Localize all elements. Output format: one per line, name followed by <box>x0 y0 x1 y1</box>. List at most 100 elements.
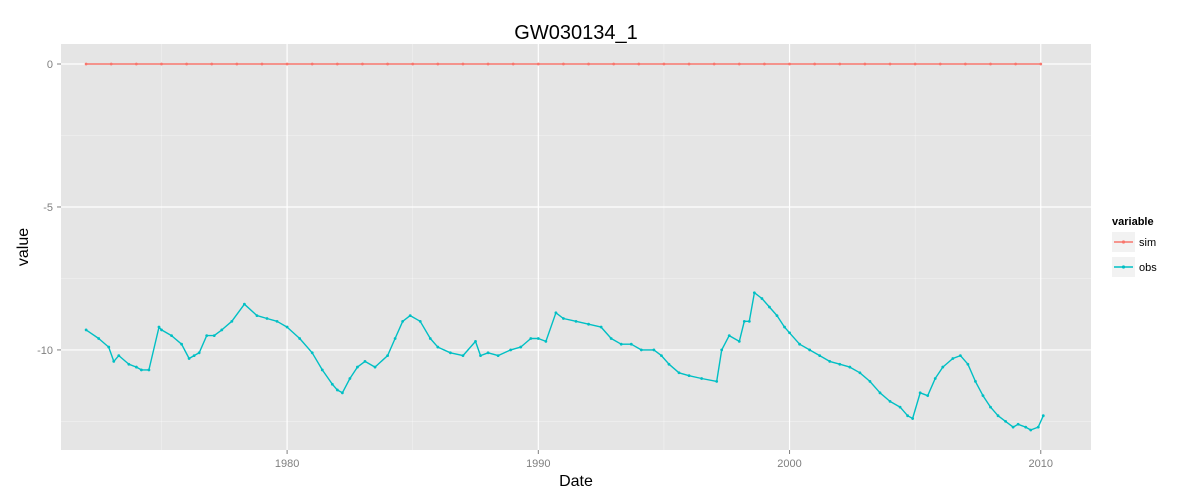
data-point-obs <box>147 368 151 372</box>
data-point-obs <box>84 328 88 332</box>
data-point-obs <box>619 342 623 346</box>
data-point-obs <box>160 328 163 332</box>
data-point-sim <box>662 62 666 66</box>
data-point-sim <box>335 62 339 66</box>
data-point-obs <box>715 379 719 383</box>
data-point-obs <box>97 337 101 340</box>
data-point-sim <box>612 62 616 66</box>
data-point-obs <box>562 317 565 320</box>
data-point-obs <box>677 371 681 375</box>
data-point-sim <box>863 62 867 66</box>
data-point-obs <box>255 314 259 318</box>
data-point-obs <box>373 365 377 369</box>
data-point-obs <box>599 325 603 329</box>
data-point-sim <box>436 62 440 66</box>
data-point-sim <box>587 62 590 66</box>
data-point-sim <box>637 62 641 66</box>
legend-label-obs: obs <box>1139 262 1157 274</box>
data-point-obs <box>401 319 405 323</box>
y-tick-label: 0 <box>47 59 53 71</box>
data-point-sim <box>386 62 389 66</box>
data-point-obs <box>330 382 334 386</box>
x-axis-title: Date <box>559 473 593 490</box>
data-point-obs <box>1024 425 1028 429</box>
data-point-obs <box>966 362 970 366</box>
data-point-obs <box>667 362 671 366</box>
series-layer <box>84 62 1045 432</box>
data-point-obs <box>1041 414 1045 418</box>
data-point-obs <box>220 328 224 332</box>
data-point-obs <box>828 359 832 363</box>
data-point-obs <box>205 334 209 338</box>
data-point-obs <box>180 342 183 346</box>
data-point-sim <box>210 62 214 66</box>
data-point-sim <box>185 62 189 66</box>
data-point-obs <box>496 354 500 358</box>
data-point-obs <box>1029 428 1033 432</box>
data-point-sim <box>160 62 163 66</box>
data-point-obs <box>775 314 779 318</box>
data-point-obs <box>428 337 432 340</box>
data-point-obs <box>898 405 902 409</box>
data-point-obs <box>768 305 771 309</box>
x-tick-label: 2010 <box>1029 458 1053 470</box>
data-point-obs <box>629 342 633 346</box>
data-point-obs <box>687 374 691 378</box>
data-point-obs <box>529 337 533 340</box>
legend: variable sim obs <box>1112 216 1157 277</box>
data-point-obs <box>436 345 440 349</box>
data-point-sim <box>788 62 791 66</box>
data-point-sim <box>84 62 88 66</box>
data-point-sim <box>888 62 892 66</box>
data-point-obs <box>448 351 452 355</box>
data-point-obs <box>1016 422 1020 426</box>
data-point-obs <box>652 348 656 352</box>
data-point-obs <box>139 368 143 372</box>
data-point-obs <box>981 394 985 398</box>
data-point-obs <box>117 354 121 358</box>
data-point-sim <box>536 62 540 66</box>
data-point-sim <box>361 62 364 66</box>
data-point-obs <box>660 354 663 358</box>
data-point-obs <box>783 325 786 329</box>
data-point-obs <box>393 337 397 340</box>
data-point-obs <box>788 331 791 335</box>
data-point-sim <box>260 62 264 66</box>
data-point-obs <box>1036 425 1040 429</box>
data-point-obs <box>554 311 558 315</box>
data-point-obs <box>509 348 513 352</box>
data-point-obs <box>418 319 422 323</box>
legend-items: sim obs <box>1112 232 1157 277</box>
grid-minor <box>61 44 1091 450</box>
y-tick-label: -5 <box>43 202 53 214</box>
data-point-sim <box>989 62 992 66</box>
data-point-obs <box>340 391 344 395</box>
data-point-sim <box>109 62 113 66</box>
data-point-obs <box>112 359 116 363</box>
data-point-sim <box>285 62 289 66</box>
data-point-obs <box>519 345 523 349</box>
data-point-obs <box>760 297 764 300</box>
data-point-obs <box>461 354 465 358</box>
data-point-obs <box>700 377 704 380</box>
data-point-sim <box>511 62 515 66</box>
data-point-obs <box>838 362 842 366</box>
data-point-obs <box>275 319 279 323</box>
data-point-obs <box>335 388 339 392</box>
data-point-obs <box>310 351 314 355</box>
data-point-sim <box>737 62 741 66</box>
data-point-obs <box>888 399 892 403</box>
data-point-obs <box>107 345 111 349</box>
data-point-obs <box>212 334 216 338</box>
data-point-obs <box>958 354 962 358</box>
data-point-obs <box>1011 425 1015 429</box>
data-point-obs <box>544 339 548 343</box>
data-point-sim <box>562 62 565 66</box>
data-point-obs <box>911 417 915 420</box>
data-point-sim <box>963 62 967 66</box>
data-point-obs <box>408 314 412 318</box>
data-point-sim <box>763 62 766 66</box>
data-point-obs <box>951 357 955 360</box>
data-point-obs <box>737 339 741 343</box>
